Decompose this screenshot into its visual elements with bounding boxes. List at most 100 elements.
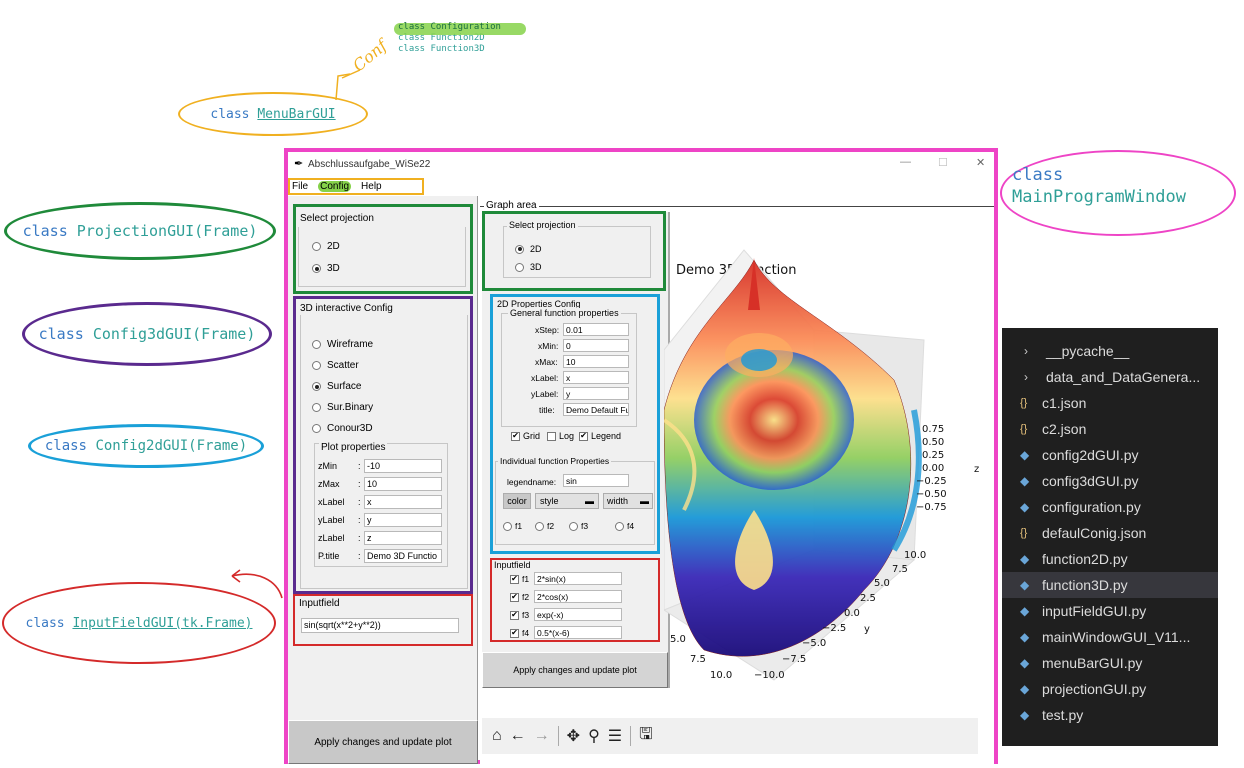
xstep-input[interactable]: 0.01 [563, 323, 629, 336]
title-bar: ✒ Abschlussaufgabe_WiSe22 — ☐ ✕ [288, 152, 994, 178]
zmin-input[interactable]: -10 [364, 459, 442, 473]
radio-button[interactable] [312, 403, 321, 412]
f3-input[interactable]: exp(-x) [534, 608, 622, 621]
style-dropdown[interactable]: style ▬ [535, 493, 599, 509]
radio-button[interactable] [569, 521, 578, 531]
explorer-item[interactable]: {} c2.json [1002, 416, 1218, 442]
pan-icon[interactable]: ✥ [566, 728, 581, 745]
radio-button[interactable] [515, 244, 524, 254]
log-checkbox[interactable]: Log [547, 431, 574, 441]
radio-3d-button[interactable] [312, 264, 321, 273]
minimize-button[interactable]: — [900, 156, 911, 168]
title2d-input[interactable]: Demo Default Fu [563, 403, 629, 416]
chevron-right-icon: › [1024, 370, 1028, 384]
f3-row[interactable]: ✔ f3 [510, 610, 529, 620]
explorer-item[interactable]: ◆ menuBarGUI.py [1002, 650, 1218, 676]
color-button[interactable]: color [503, 493, 531, 509]
function-input[interactable]: sin(sqrt(x**2+y**2)) [301, 618, 459, 633]
forward-icon[interactable]: → [533, 727, 550, 744]
checkbox[interactable]: ✔ [510, 628, 519, 638]
radio-button[interactable] [503, 521, 512, 531]
f2-input[interactable]: 2*cos(x) [534, 590, 622, 603]
radio-2d-alt[interactable]: 2D [515, 244, 542, 254]
conf-scribble-text: Conf [349, 34, 393, 75]
explorer-item[interactable]: ◆ test.py [1002, 702, 1218, 728]
back-icon[interactable]: ← [509, 727, 526, 744]
explorer-item[interactable]: › __pycache__ [1002, 338, 1218, 364]
radio-button[interactable] [615, 521, 624, 531]
checkbox[interactable]: ✔ [579, 431, 588, 441]
ylabel2d-input[interactable]: y [563, 387, 629, 400]
explorer-item[interactable]: ◆ projectionGUI.py [1002, 676, 1218, 702]
explorer-item[interactable]: ◆ config2dGUI.py [1002, 442, 1218, 468]
radio-button[interactable] [515, 262, 524, 272]
maximize-button[interactable]: ☐ [938, 157, 948, 169]
prop-sep: : [358, 479, 361, 489]
f1-row[interactable]: ✔ f1 [510, 574, 529, 584]
radio-3d[interactable]: 3D [312, 263, 340, 274]
xmin-input[interactable]: 0 [563, 339, 629, 352]
legend-checkbox[interactable]: ✔ Legend [579, 431, 621, 441]
f4-row[interactable]: ✔ f4 [510, 628, 529, 638]
checkbox[interactable]: ✔ [510, 574, 519, 584]
projection-title: Select projection [300, 213, 374, 224]
menu-config[interactable]: Config [318, 181, 352, 192]
f1-input[interactable]: 2*sin(x) [534, 572, 622, 585]
radio-button[interactable] [312, 424, 321, 433]
grid-checkbox[interactable]: ✔ Grid [511, 431, 540, 441]
f2-row[interactable]: ✔ f2 [510, 592, 529, 602]
width-dropdown[interactable]: width ▬ [603, 493, 653, 509]
checkbox[interactable]: ✔ [510, 610, 519, 620]
annotation-name: ProjectionGUI(Frame) [76, 222, 258, 240]
radio-surbinary[interactable]: Sur.Binary [312, 402, 373, 413]
home-icon[interactable]: ⌂ [492, 727, 502, 744]
radio-label: f3 [581, 521, 589, 531]
explorer-item[interactable]: {} c1.json [1002, 390, 1218, 416]
radio-scatter[interactable]: Scatter [312, 360, 359, 371]
explorer-item[interactable]: ◆ inputFieldGUI.py [1002, 598, 1218, 624]
f4-input[interactable]: 0.5*(x-6) [534, 626, 622, 639]
checkbox[interactable] [547, 431, 556, 441]
radio-2d-button[interactable] [312, 242, 321, 251]
zmax-input[interactable]: 10 [364, 477, 442, 491]
explorer-item[interactable]: › data_and_DataGenera... [1002, 364, 1218, 390]
configure-icon[interactable]: ☰ [607, 728, 623, 745]
menu-help[interactable]: Help [361, 181, 382, 192]
radio-button[interactable] [312, 382, 321, 391]
radio-button[interactable] [312, 361, 321, 370]
annotation-function2d: class Function2D [398, 33, 485, 43]
save-icon[interactable]: 🖫 [639, 725, 653, 743]
xlabel-input[interactable]: x [364, 495, 442, 509]
radio-3d-alt[interactable]: 3D [515, 262, 542, 272]
checkbox[interactable]: ✔ [511, 431, 520, 441]
radio-f3[interactable]: f3 [569, 521, 588, 531]
checkbox[interactable]: ✔ [510, 592, 519, 602]
explorer-item[interactable]: ◆ mainWindowGUI_V11... [1002, 624, 1218, 650]
ylabel-input[interactable]: y [364, 513, 442, 527]
ptitle-input[interactable]: Demo 3D Functio [364, 549, 442, 563]
radio-wireframe[interactable]: Wireframe [312, 339, 373, 350]
menu-file[interactable]: File [292, 181, 309, 192]
zoom-icon[interactable]: ⚲ [588, 728, 600, 745]
radio-2d[interactable]: 2D [312, 241, 340, 252]
radio-surface[interactable]: Surface [312, 381, 361, 392]
radio-conour3d[interactable]: Conour3D [312, 423, 373, 434]
explorer-item[interactable]: ◆ config3dGUI.py [1002, 468, 1218, 494]
explorer-item[interactable]: ◆ function3D.py [1002, 572, 1218, 598]
apply-button-left[interactable]: Apply changes and update plot [288, 720, 478, 764]
explorer-item[interactable]: ◆ configuration.py [1002, 494, 1218, 520]
explorer-item[interactable]: {} defaulConig.json [1002, 520, 1218, 546]
zlabel-input[interactable]: z [364, 531, 442, 545]
radio-f2[interactable]: f2 [535, 521, 554, 531]
radio-2d-label: 2D [327, 241, 340, 252]
radio-f4[interactable]: f4 [615, 521, 634, 531]
explorer-item[interactable]: ◆ function2D.py [1002, 546, 1218, 572]
radio-f1[interactable]: f1 [503, 521, 522, 531]
radio-button[interactable] [312, 340, 321, 349]
apply-button-graph[interactable]: Apply changes and update plot [482, 652, 668, 688]
radio-button[interactable] [535, 521, 544, 531]
legendname-input[interactable]: sin [563, 474, 629, 487]
close-button[interactable]: ✕ [976, 157, 986, 169]
xlabel2d-input[interactable]: x [563, 371, 629, 384]
xmax-input[interactable]: 10 [563, 355, 629, 368]
